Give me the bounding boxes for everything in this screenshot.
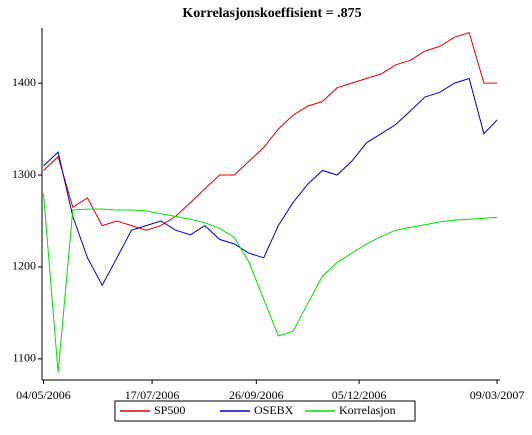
x-tick-label: 09/03/2007 <box>470 388 525 402</box>
chart-title: Korrelasjonskoeffisient = .875 <box>182 6 361 21</box>
legend-label: SP500 <box>154 403 185 417</box>
y-tick-label: 1400 <box>12 75 36 89</box>
x-tick-label: 17/07/2006 <box>125 388 180 402</box>
y-tick-label: 1100 <box>12 351 36 365</box>
series-line <box>43 31 498 231</box>
series-line <box>43 77 498 287</box>
legend-box <box>114 400 416 422</box>
y-tick-label: 1300 <box>12 167 36 181</box>
x-tick-label: 04/05/2006 <box>16 388 71 402</box>
legend-label: Korrelasjon <box>339 403 396 417</box>
y-tick-label: 1200 <box>12 259 36 273</box>
x-tick-label: 26/09/2006 <box>229 388 284 402</box>
legend-label: OSEBX <box>254 403 294 417</box>
series-line <box>43 193 498 373</box>
x-tick-label: 05/12/2006 <box>332 388 387 402</box>
